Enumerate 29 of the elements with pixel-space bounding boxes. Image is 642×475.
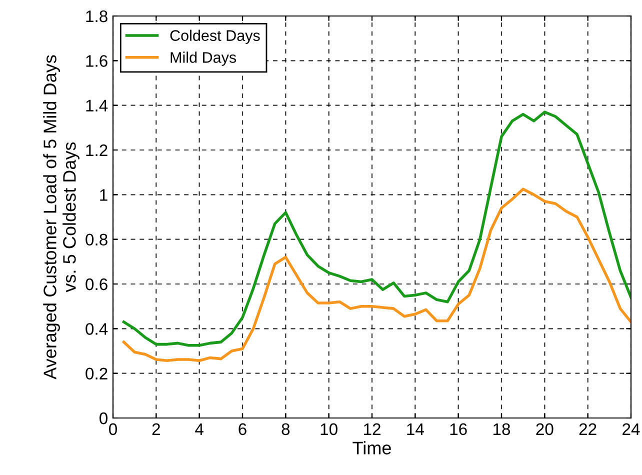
y-axis-title: Averaged Customer Load of 5 Mild Days vs. 5 Coldest Days: [43, 55, 80, 380]
x-tick-label: 0: [109, 423, 117, 436]
x-tick-label: 14: [407, 423, 424, 435]
line-series: [122, 188, 631, 362]
y-tick-label: 1.2: [86, 144, 108, 156]
x-tick-label: 24: [622, 423, 640, 435]
y-tick-label: 1.4: [86, 100, 108, 112]
x-axis-title: Time: [352, 441, 391, 454]
x-tick-label: 18: [494, 423, 510, 436]
y-tick-label: 0.6: [86, 278, 108, 290]
y-tick-label: 0: [100, 412, 108, 424]
x-tick-label: 2: [152, 423, 160, 435]
x-tick-label: 20: [536, 423, 554, 436]
x-tick-label: 10: [320, 423, 338, 436]
x-tick-label: 6: [238, 423, 246, 436]
x-tick-label: 16: [450, 423, 467, 436]
legend-label: Coldest Days: [170, 30, 260, 44]
x-tick-label: 4: [195, 423, 204, 435]
x-tick-label: 8: [282, 423, 290, 436]
y-tick-label: 1: [100, 189, 108, 201]
legend-label: Mild Days: [170, 52, 236, 66]
line-series: [122, 110, 631, 347]
y-tick-label: 1.6: [86, 55, 108, 67]
y-tick-label: 0.4: [86, 323, 108, 335]
y-tick-label: 0.2: [86, 368, 108, 380]
x-tick-label: 12: [364, 423, 380, 435]
y-tick-label: 0.8: [86, 234, 108, 246]
x-tick-label: 22: [579, 423, 596, 435]
y-tick-label: 1.8: [86, 10, 108, 22]
